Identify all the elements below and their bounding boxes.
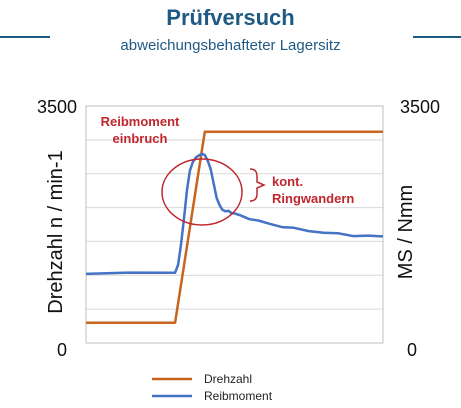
legend-label-reibmoment: Reibmoment bbox=[204, 389, 273, 403]
y-axis-label-left: Drehzahl n / min-1 bbox=[45, 150, 67, 313]
legend: Drehzahl Reibmoment bbox=[152, 372, 273, 403]
y-tick-left-min: 0 bbox=[57, 340, 67, 360]
series-line-reibmoment bbox=[85, 152, 384, 276]
annotation-bracket bbox=[249, 168, 266, 202]
y-tick-left-max: 3500 bbox=[37, 97, 77, 117]
series-lines bbox=[85, 130, 384, 324]
legend-label-drehzahl: Drehzahl bbox=[204, 372, 252, 386]
annotation-reibmoment-einbruch: Reibmoment einbruch bbox=[101, 114, 180, 146]
series-line-drehzahl bbox=[86, 130, 383, 324]
y-tick-right-min: 0 bbox=[407, 340, 417, 360]
y-axis-label-right: MS / Nmm bbox=[395, 185, 417, 279]
annotation-ellipse bbox=[161, 158, 243, 226]
title-rule-left bbox=[0, 36, 50, 38]
chart-title: Prüfversuch bbox=[166, 5, 295, 30]
annotation-ringwandern: kont. Ringwandern bbox=[272, 174, 354, 206]
y-tick-right-max: 3500 bbox=[400, 97, 440, 117]
gridlines bbox=[86, 139, 383, 310]
chart-subtitle: abweichungsbehafteter Lagersitz bbox=[120, 37, 341, 54]
plot-area bbox=[85, 105, 384, 344]
title-rule-right bbox=[413, 36, 461, 38]
